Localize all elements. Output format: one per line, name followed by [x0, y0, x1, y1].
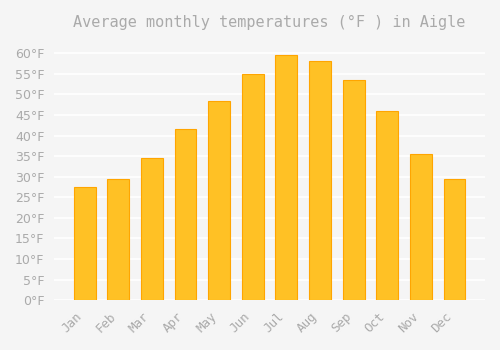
Bar — [74, 187, 96, 300]
Bar — [342, 80, 364, 300]
Bar — [208, 100, 230, 300]
Bar — [141, 158, 163, 300]
Bar — [410, 154, 432, 300]
Bar — [444, 179, 466, 300]
Bar — [309, 62, 331, 300]
Bar — [174, 130, 197, 300]
Title: Average monthly temperatures (°F ) in Aigle: Average monthly temperatures (°F ) in Ai… — [74, 15, 466, 30]
Bar — [108, 179, 130, 300]
Bar — [276, 55, 297, 300]
Bar — [242, 74, 264, 300]
Bar — [376, 111, 398, 300]
